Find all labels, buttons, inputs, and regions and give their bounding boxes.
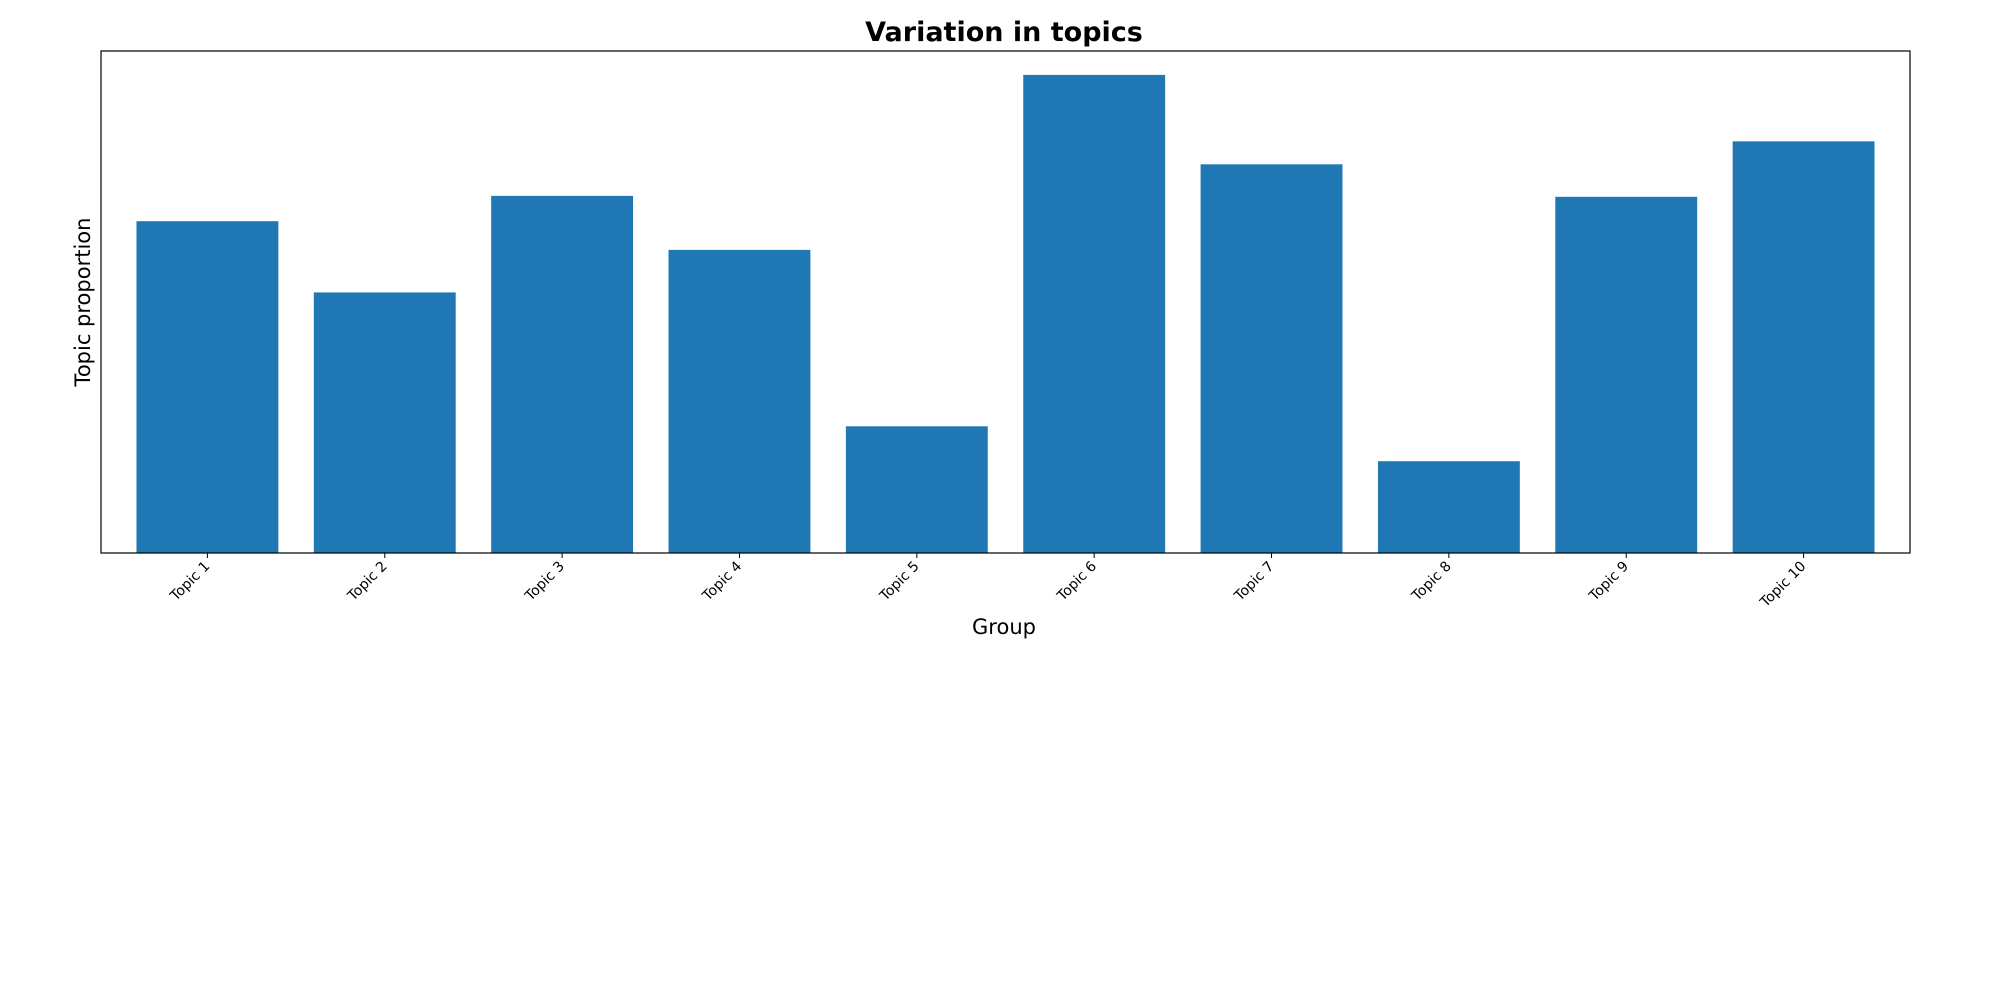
bar-5 (845, 426, 988, 553)
bar-4 (668, 249, 811, 553)
bar-9 (1555, 196, 1698, 553)
bars-group (136, 74, 1875, 554)
bar-2 (313, 292, 456, 553)
bar-10 (1732, 141, 1875, 554)
y-axis-label: Topic proportion (71, 218, 95, 388)
bar-1 (136, 221, 279, 553)
plot-area-frame (100, 50, 1911, 554)
x-axis-label: Group (972, 615, 1036, 639)
bar-3 (491, 195, 634, 554)
bar-6 (1023, 74, 1166, 554)
chart-title: Variation in topics (865, 17, 1143, 48)
bar-7 (1200, 164, 1343, 553)
bar-8 (1377, 461, 1520, 553)
